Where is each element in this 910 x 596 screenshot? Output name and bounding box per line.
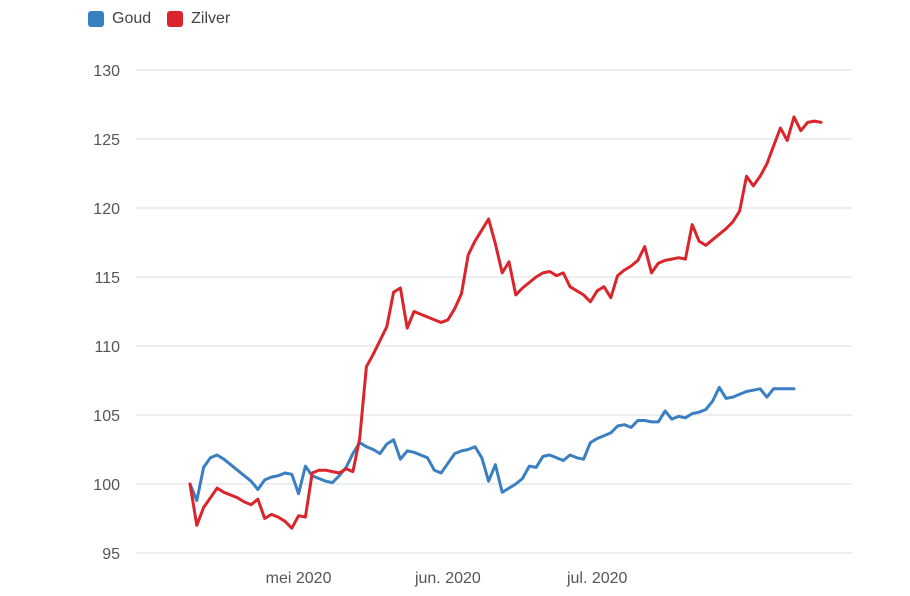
legend-swatch-zilver — [167, 11, 184, 27]
y-tick-label: 125 — [93, 132, 120, 149]
series-line-goud — [188, 385, 796, 503]
legend-item-goud[interactable]: Goud — [88, 10, 151, 28]
legend-label-zilver: Zilver — [191, 10, 231, 27]
x-tick-label: mei 2020 — [266, 570, 332, 587]
x-axis-tick-labels: mei 2020 jun. 2020 jul. 2020 — [266, 570, 628, 587]
y-tick-label: 120 — [93, 201, 120, 218]
y-tick-label: 110 — [94, 339, 120, 356]
legend-swatch-goud — [88, 11, 104, 27]
y-tick-label: 100 — [93, 477, 120, 494]
legend-item-zilver[interactable]: Zilver — [167, 10, 230, 28]
series-line-zilver — [188, 115, 823, 530]
gridlines — [136, 69, 852, 554]
y-tick-label: 95 — [102, 546, 120, 563]
legend-label-goud: Goud — [112, 10, 152, 27]
y-tick-label: 115 — [94, 270, 120, 287]
chart-legend: Goud Zilver — [88, 10, 230, 28]
y-tick-label: 105 — [93, 408, 120, 425]
x-tick-label: jun. 2020 — [414, 570, 481, 587]
series-lines — [188, 115, 823, 530]
x-tick-label: jul. 2020 — [566, 570, 628, 587]
y-tick-label: 130 — [93, 63, 120, 80]
y-axis-tick-labels: 130 125 120 115 110 105 100 95 — [93, 63, 120, 563]
